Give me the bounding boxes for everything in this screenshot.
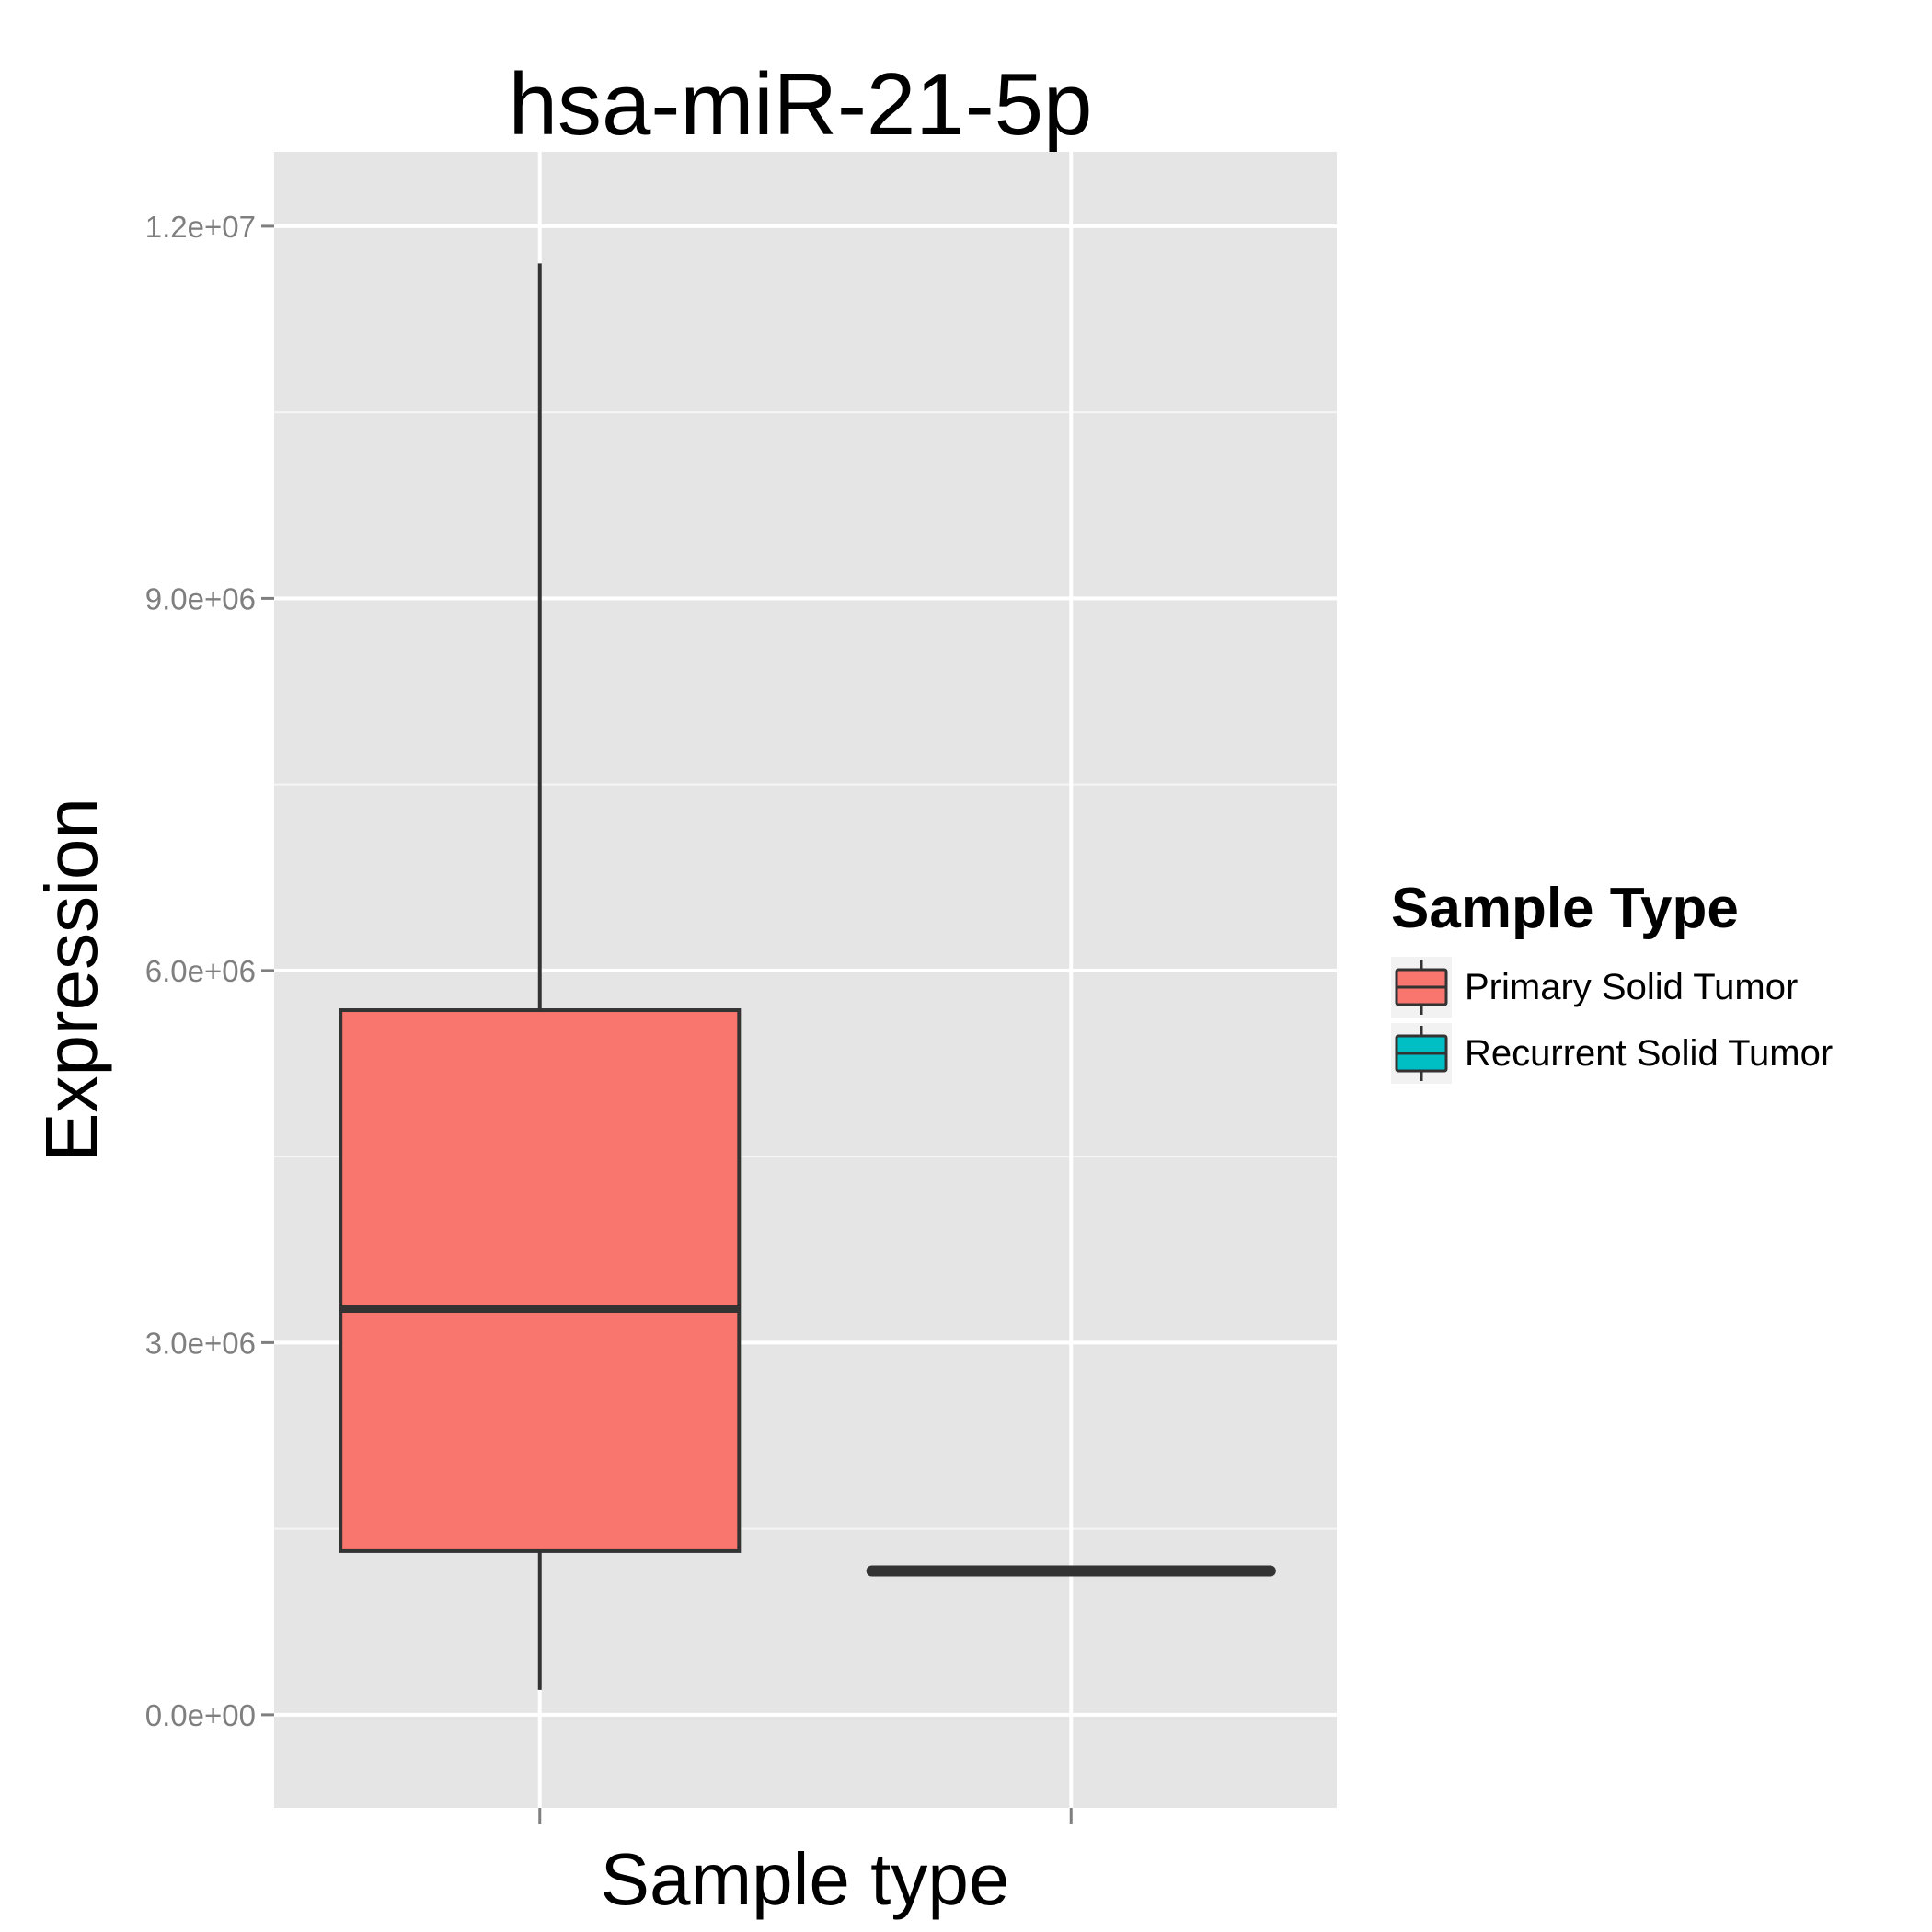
legend-label: Recurrent Solid Tumor	[1465, 1033, 1833, 1074]
y-axis: 0.0e+00 3.0e+06 6.0e+06 9.0e+06 1.2e+07	[145, 210, 274, 1732]
y-tick-label: 0.0e+00	[145, 1698, 256, 1732]
chart-title: hsa-miR-21-5p	[509, 55, 1093, 154]
y-tick-label: 6.0e+06	[145, 954, 256, 988]
y-axis-title: Expression	[30, 798, 112, 1162]
x-axis	[538, 1808, 1073, 1824]
y-tick-label: 1.2e+07	[145, 210, 256, 244]
box-series	[339, 263, 1276, 1690]
legend: Sample Type Primary Solid Tumor Recurrent…	[1391, 877, 1833, 1084]
x-axis-title: Sample type	[601, 1838, 1010, 1920]
box-body	[339, 1008, 742, 1553]
plot-panel	[274, 152, 1337, 1808]
y-tick-label: 3.0e+06	[145, 1326, 256, 1360]
y-tick-label: 9.0e+06	[145, 581, 256, 615]
legend-entry: Recurrent Solid Tumor	[1391, 1023, 1833, 1084]
legend-entry: Primary Solid Tumor	[1391, 957, 1798, 1018]
box-group	[339, 263, 742, 1690]
legend-title: Sample Type	[1391, 877, 1739, 940]
legend-label: Primary Solid Tumor	[1465, 967, 1798, 1007]
